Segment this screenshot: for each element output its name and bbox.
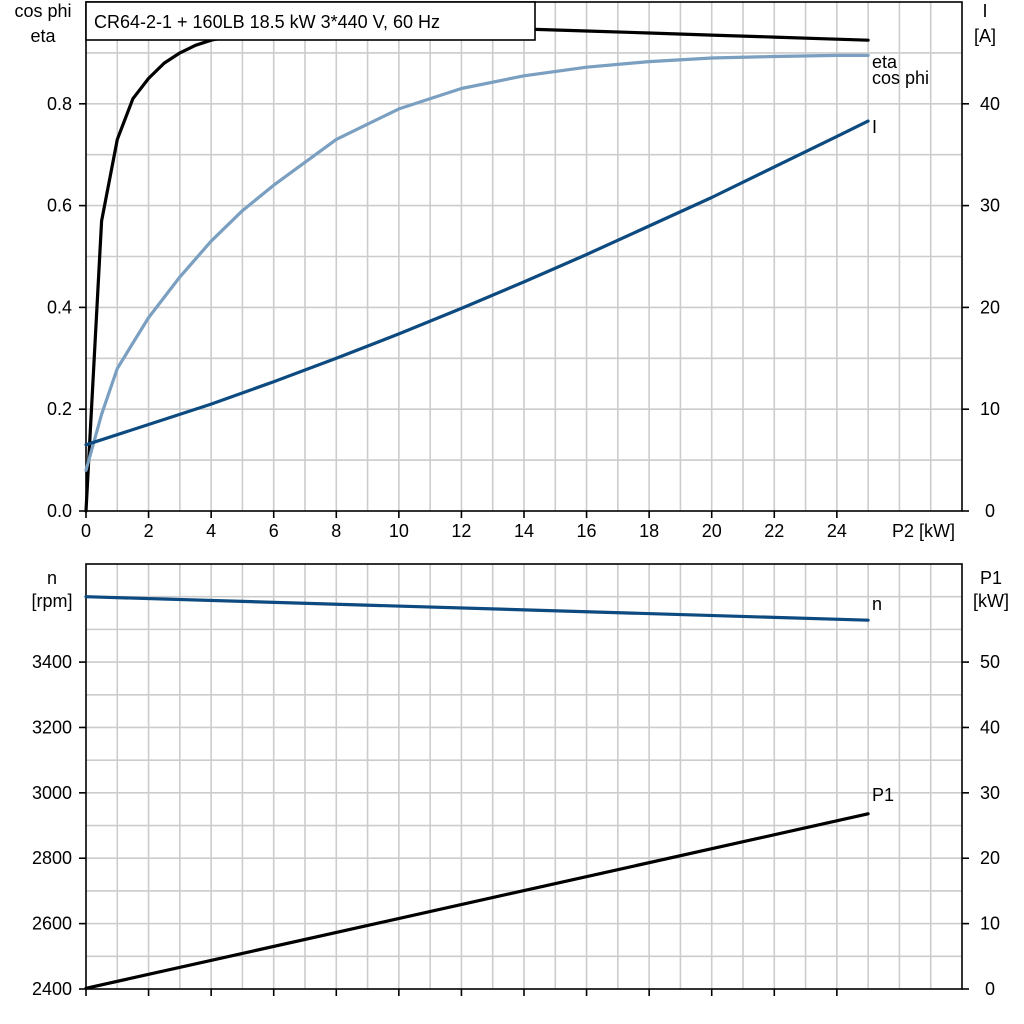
right-tick-label: 0 <box>985 501 995 521</box>
series-line-p1 <box>84 812 870 990</box>
left-axis-label: eta <box>30 26 56 46</box>
x-tick-label: 24 <box>827 521 847 541</box>
x-tick-label: 20 <box>702 521 722 541</box>
x-tick-label: 0 <box>81 521 91 541</box>
series-label-i: I <box>872 117 877 137</box>
right-tick-label: 40 <box>980 717 1000 737</box>
right-axis-label: [A] <box>974 26 996 46</box>
series-line-i <box>84 119 870 447</box>
x-tick-label: 2 <box>144 521 154 541</box>
x-tick-label: 14 <box>514 521 534 541</box>
x-tick-label: 6 <box>269 521 279 541</box>
x-tick-label: 16 <box>577 521 597 541</box>
left-tick-label: 0.8 <box>47 94 72 114</box>
left-tick-label: 3400 <box>32 652 72 672</box>
left-axis-label: cos phi <box>14 1 71 21</box>
x-axis <box>85 989 838 996</box>
series-label-p1: P1 <box>872 785 894 805</box>
grid-lines <box>86 2 962 511</box>
right-tick-label: 30 <box>980 783 1000 803</box>
x-axis: 0 2 4 6 8 10 12 14 16 18 20 22 24 P2 [kW] <box>81 511 955 541</box>
series-line-n <box>84 595 870 622</box>
top-panel-electrical-curves: 0 2 4 6 8 10 12 14 16 18 20 22 24 P2 [kW]0.00.20.40.6… <box>14 1 1000 541</box>
right-axis-label: [kW] <box>973 591 1009 611</box>
right-tick-label: 20 <box>980 848 1000 868</box>
x-tick-label: 12 <box>451 521 471 541</box>
grid-lines <box>86 564 962 989</box>
series-label-cos-phi: cos phi <box>872 68 929 88</box>
series-line-eta <box>84 25 870 513</box>
right-tick-label: 10 <box>980 399 1000 419</box>
bottom-panel-speed-power-curves: 2400 2600 2800 3000 3200 3400 n [rpm] 0 10 20 30 40 5… <box>31 563 1009 999</box>
left-tick-label: 0.0 <box>47 501 72 521</box>
right-axis: 0 10 20 30 40 I [A] <box>962 1 1000 521</box>
x-tick-label: 4 <box>206 521 216 541</box>
x-tick-label: 18 <box>639 521 659 541</box>
left-tick-label: 3200 <box>32 717 72 737</box>
left-tick-label: 0.4 <box>47 297 72 317</box>
left-tick-label: 2600 <box>32 914 72 934</box>
left-tick-label: 0.6 <box>47 196 72 216</box>
series-label-n: n <box>872 594 882 614</box>
right-tick-label: 10 <box>980 914 1000 934</box>
right-tick-label: 0 <box>985 979 995 999</box>
right-axis-label: I <box>982 1 987 21</box>
right-tick-label: 40 <box>980 94 1000 114</box>
right-tick-label: 50 <box>980 652 1000 672</box>
left-tick-label: 3000 <box>32 783 72 803</box>
series-label-eta: eta <box>872 52 898 72</box>
x-tick-label: 22 <box>764 521 784 541</box>
x-tick-label: 10 <box>389 521 409 541</box>
right-tick-label: 20 <box>980 297 1000 317</box>
left-tick-label: 2800 <box>32 848 72 868</box>
left-axis: 0.0 0.2 0.4 0.6 0.8 cos phi eta <box>14 1 86 521</box>
title-box: CR64-2-1 + 160LB 18.5 kW 3*440 V, 60 Hz <box>85 1 536 41</box>
x-axis-label: P2 [kW] <box>892 521 955 541</box>
left-tick-label: 2400 <box>32 979 72 999</box>
chart-title: CR64-2-1 + 160LB 18.5 kW 3*440 V, 60 Hz <box>94 12 440 32</box>
left-axis: 2400 2600 2800 3000 3200 3400 n [rpm] <box>31 568 86 999</box>
right-axis-label: P1 <box>980 568 1002 588</box>
series-line-cos-phi <box>84 53 870 472</box>
left-axis-label: n <box>47 568 57 588</box>
left-axis-label: [rpm] <box>31 591 72 611</box>
left-tick-label: 0.2 <box>47 399 72 419</box>
right-tick-label: 30 <box>980 196 1000 216</box>
x-tick-label: 8 <box>331 521 341 541</box>
right-axis: 0 10 20 30 40 50 P1 [kW] <box>962 568 1009 999</box>
